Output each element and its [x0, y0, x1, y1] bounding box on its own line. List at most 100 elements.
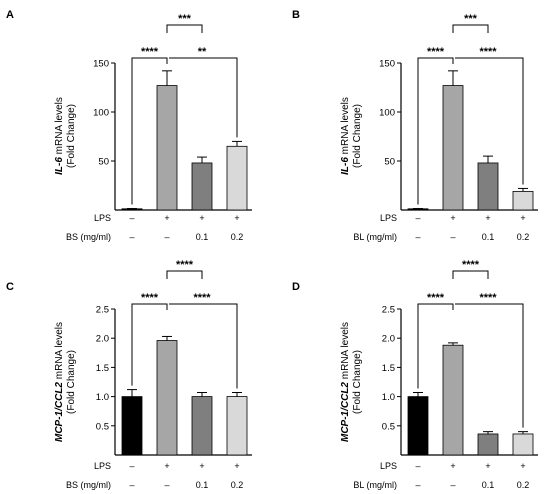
treatment-cell: + [450, 461, 455, 471]
y-axis-label-text: mRNA levels [54, 97, 65, 157]
y-axis-label-line2: (Fold Change) [66, 104, 77, 168]
panel-letter: A [6, 9, 14, 21]
treatment-cell: + [450, 213, 455, 223]
significance-label: *** [178, 13, 192, 25]
panel-b: B 50 100 150 IL-6 mRNA levels (Fold Change) **… [292, 9, 538, 242]
bar-2 [442, 85, 464, 211]
panel-d: D 0.5 1.0 1.5 2.0 2.5 MCP-1/CCL2 mRNA levels (F… [292, 259, 538, 490]
treatment-cell: – [415, 461, 420, 471]
treatment-cell: 0.2 [231, 232, 244, 242]
treatment-cell: 0.1 [196, 232, 209, 242]
y-tick-label: 2.0 [96, 334, 109, 345]
panel-c: C 0.5 1.0 1.5 2.0 2.5 MCP-1/CCL2 mRNA levels (F… [6, 259, 252, 490]
y-axis-label: IL-6 mRNA levels [54, 97, 65, 175]
treatment-cell: – [450, 232, 455, 242]
treatment-cell: – [415, 232, 420, 242]
panel-letter: C [6, 281, 14, 293]
panel-letter: B [292, 9, 300, 21]
significance-label: ** [198, 46, 207, 58]
bar-2 [156, 340, 178, 456]
y-tick-label: 50 [384, 157, 395, 168]
significance-label: *** [464, 13, 478, 25]
y-axis-label-text: mRNA levels [340, 97, 351, 157]
significance-bracket [131, 303, 168, 386]
y-tick-label: 2.5 [382, 305, 395, 316]
bar-3 [477, 162, 499, 211]
y-tick-label: 2.0 [382, 334, 395, 345]
panel-a: A 50 100 150 IL-6 mRNA levels (Fold Change) **… [6, 9, 252, 242]
significance-bracket [169, 303, 238, 389]
treatment-row-label: LPS [380, 461, 397, 471]
y-axis-label: MCP-1/CCL2 mRNA levels [340, 322, 351, 442]
treatment-cell: 0.2 [517, 232, 530, 242]
y-axis-label: IL-6 mRNA levels [340, 97, 351, 175]
y-axis-label-gene: MCP-1/CCL2 [340, 382, 351, 442]
treatment-cell: + [199, 213, 204, 223]
significance-label: **** [427, 292, 445, 304]
bar-2 [442, 344, 464, 456]
significance-bracket [131, 57, 168, 205]
y-tick-label: 1.0 [96, 392, 109, 403]
treatment-cell: – [129, 480, 134, 490]
bar-2 [156, 85, 178, 211]
treatment-cell: – [415, 213, 420, 223]
treatment-cell: – [129, 232, 134, 242]
y-axis-label-line2: (Fold Change) [66, 350, 77, 414]
y-tick-label: 1.0 [382, 392, 395, 403]
y-axis-label-gene: IL-6 [54, 157, 65, 175]
treatment-cell: + [520, 213, 525, 223]
bar-3 [477, 433, 499, 456]
bar-1 [121, 396, 143, 456]
bar-3 [191, 396, 213, 456]
significance-label: **** [427, 46, 445, 58]
y-axis-label-gene: IL-6 [340, 157, 351, 175]
y-tick-label: 150 [93, 59, 109, 70]
significance-label: **** [141, 292, 159, 304]
treatment-cell: + [485, 213, 490, 223]
y-tick-label: 50 [98, 157, 109, 168]
treatment-cell: + [234, 461, 239, 471]
y-axis-label-text: mRNA levels [54, 322, 65, 382]
bar-1 [407, 396, 429, 456]
treatment-cell: 0.2 [517, 480, 530, 490]
treatment-row-label: BL (mg/ml) [353, 480, 397, 490]
bar-4 [226, 396, 248, 456]
treatment-cell: + [164, 461, 169, 471]
treatment-row-label: LPS [94, 461, 111, 471]
treatment-cell: + [485, 461, 490, 471]
y-axis-label-line2: (Fold Change) [352, 104, 363, 168]
y-axis-label-text: mRNA levels [340, 322, 351, 382]
treatment-row-label: BS (mg/ml) [66, 232, 111, 242]
y-tick-label: 150 [379, 59, 395, 70]
y-tick-label: 1.5 [382, 363, 395, 374]
treatment-row-label: BL (mg/ml) [353, 232, 397, 242]
treatment-row-label: BS (mg/ml) [66, 480, 111, 490]
significance-bracket [452, 270, 489, 279]
treatment-cell: 0.1 [196, 480, 209, 490]
significance-bracket [169, 57, 238, 138]
significance-bracket [455, 303, 524, 428]
significance-bracket [166, 24, 203, 33]
treatment-cell: – [164, 232, 169, 242]
significance-label: **** [479, 292, 497, 304]
treatment-cell: 0.1 [482, 480, 495, 490]
significance-label: **** [479, 46, 497, 58]
treatment-cell: – [450, 480, 455, 490]
treatment-cell: 0.2 [231, 480, 244, 490]
significance-bracket [417, 303, 454, 389]
treatment-cell: – [415, 480, 420, 490]
treatment-row-label: LPS [380, 213, 397, 223]
treatment-cell: + [164, 213, 169, 223]
treatment-cell: – [164, 480, 169, 490]
treatment-cell: 0.1 [482, 232, 495, 242]
bar-4 [512, 190, 534, 211]
significance-bracket [417, 57, 454, 205]
y-tick-label: 2.5 [96, 305, 109, 316]
significance-label: **** [193, 292, 211, 304]
significance-label: **** [141, 46, 159, 58]
y-tick-label: 0.5 [382, 421, 395, 432]
y-tick-label: 100 [93, 108, 109, 119]
treatment-cell: + [234, 213, 239, 223]
panel-letter: D [292, 281, 300, 293]
